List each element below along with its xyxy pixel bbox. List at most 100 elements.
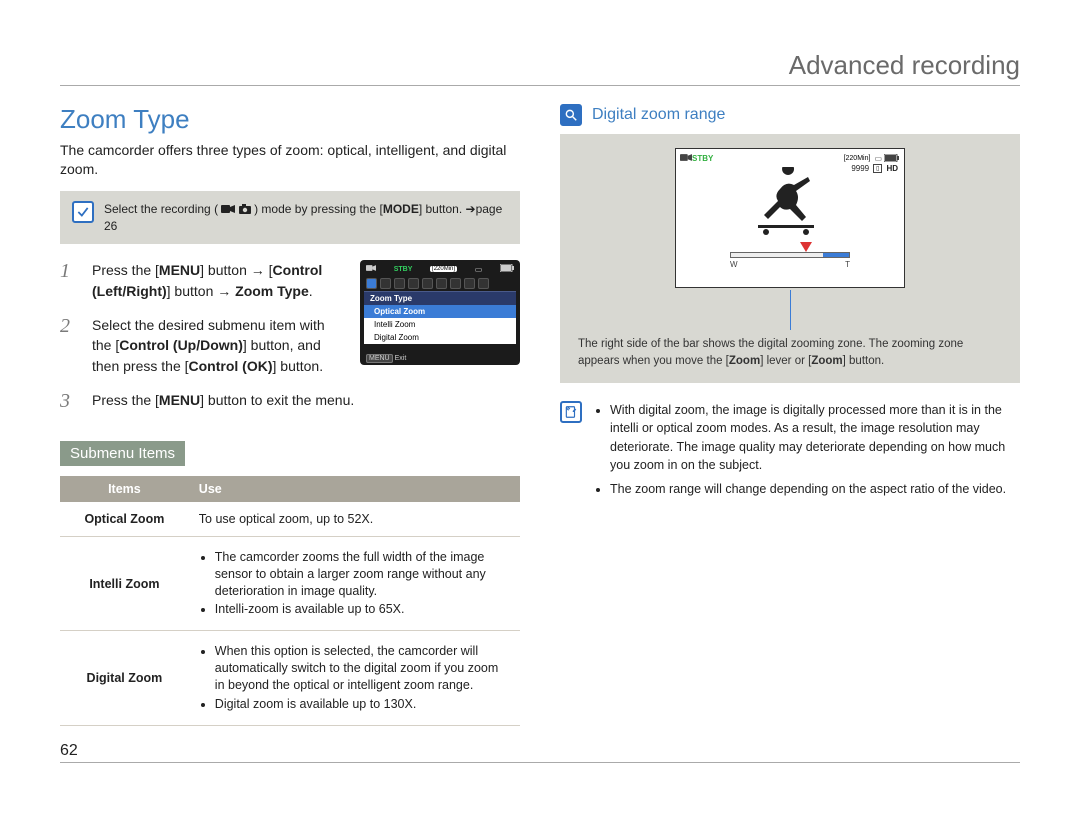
osd-stby: STBY: [394, 266, 413, 273]
two-column-layout: Zoom Type The camcorder offers three typ…: [60, 104, 1020, 726]
table-row: Optical Zoom To use optical zoom, up to …: [60, 502, 520, 537]
osd-tab-icon: [394, 278, 405, 289]
t: ] button.: [273, 358, 324, 374]
table-row: Digital Zoom When this option is selecte…: [60, 631, 520, 726]
manual-page: Advanced recording Zoom Type The camcord…: [60, 0, 1020, 763]
osd-exit-label: Exit: [395, 355, 407, 362]
t: ] button → [: [200, 262, 272, 278]
item-use: To use optical zoom, up to 52X.: [189, 502, 520, 537]
step-2: 2 Select the desired submenu item with t…: [60, 315, 344, 376]
zoom-pointer-icon: [800, 242, 812, 252]
lcd-rec-icon: [680, 153, 692, 164]
osd-screenshot: STBY [220Min] ▭: [360, 260, 520, 365]
intro-text: The camcorder offers three types of zoom…: [60, 141, 520, 179]
note-icon: [560, 401, 582, 423]
use-bullet: Digital zoom is available up to 130X.: [215, 696, 510, 713]
lcd-screen: STBY [220Min] ▭ 9999 ▯ HD: [675, 148, 905, 288]
table-header-row: Items Use: [60, 476, 520, 502]
step-1: 1 Press the [MENU] button → [Control (Le…: [60, 260, 344, 301]
osd-exit: MENUExit: [366, 355, 406, 362]
t: MENU: [159, 392, 200, 408]
use-bullet: When this option is selected, the camcor…: [215, 643, 510, 694]
osd-tab-icons: [364, 276, 516, 291]
lcd-res-icon: ▯: [873, 164, 882, 173]
osd-exit-btn: MENU: [366, 354, 393, 363]
step-text: Press the [MENU] button to exit the menu…: [92, 390, 520, 410]
submenu-table: Items Use Optical Zoom To use optical zo…: [60, 476, 520, 726]
zoom-wt-labels: W T: [730, 260, 850, 269]
lcd-battery-icon: [884, 154, 900, 164]
magnifier-icon: [560, 104, 582, 126]
item-name: Intelli Zoom: [60, 536, 189, 631]
item-name: Optical Zoom: [60, 502, 189, 537]
mode-note-box: Select the recording ( ) mode by pressin…: [60, 191, 520, 245]
t: Zoom: [729, 355, 760, 367]
submenu-heading: Submenu Items: [60, 441, 185, 466]
video-icon: [221, 202, 238, 216]
osd-menu-item: Optical Zoom: [364, 305, 516, 318]
osd-menu-item: Digital Zoom: [364, 331, 516, 344]
section-header: Advanced recording: [60, 50, 1020, 86]
step-text: Select the desired submenu item with the…: [92, 315, 344, 376]
lcd-card-icon: ▭: [874, 154, 882, 163]
col-header-use: Use: [189, 476, 520, 502]
osd-rec-icon: [366, 264, 376, 274]
t: ] button to exit the menu.: [200, 392, 354, 408]
right-heading: Digital zoom range: [592, 106, 725, 124]
right-heading-row: Digital zoom range: [560, 104, 1020, 126]
table-row: Intelli Zoom The camcorder zooms the ful…: [60, 536, 520, 631]
info-bullet: The zoom range will change depending on …: [610, 480, 1020, 498]
t: MENU: [159, 262, 200, 278]
t-label: T: [845, 260, 850, 269]
osd-card-icon: ▭: [475, 265, 483, 274]
step-number: 1: [60, 260, 78, 283]
note-mode: MODE: [383, 202, 419, 216]
osd-tab-icon: [450, 278, 461, 289]
osd-tab-icon: [366, 278, 377, 289]
left-column: Zoom Type The camcorder offers three typ…: [60, 104, 520, 726]
lcd-hd: HD: [886, 164, 898, 173]
osd-time: [220Min]: [430, 266, 457, 272]
step-3: 3 Press the [MENU] button to exit the me…: [60, 390, 520, 413]
t: Zoom: [811, 355, 842, 367]
lcd-count: 9999: [851, 164, 869, 173]
zoom-bar: W T: [730, 252, 850, 269]
use-bullet: The camcorder zooms the full width of th…: [215, 549, 510, 600]
note-seg: ) mode by pressing the [: [254, 202, 383, 216]
w-label: W: [730, 260, 738, 269]
photo-icon: [239, 202, 254, 216]
t: Press the [: [92, 262, 159, 278]
use-bullet: Intelli-zoom is available up to 65X.: [215, 601, 510, 618]
t: Press the [: [92, 392, 159, 408]
note-seg: Select the recording (: [104, 202, 221, 216]
mode-note-text: Select the recording ( ) mode by pressin…: [104, 201, 510, 235]
t: ] button.: [843, 355, 885, 367]
right-column: Digital zoom range STBY [220Min] ▭: [560, 104, 1020, 726]
osd-tab-icon: [478, 278, 489, 289]
page-footer: 62: [60, 742, 1020, 763]
skater-silhouette: [750, 167, 830, 240]
osd-menu-title: Zoom Type: [364, 291, 516, 305]
item-use: When this option is selected, the camcor…: [189, 631, 520, 726]
t: ] button →: [167, 283, 235, 299]
osd-tab-icon: [380, 278, 391, 289]
footer-rule: [60, 762, 1020, 763]
steps-and-osd: 1 Press the [MENU] button → [Control (Le…: [60, 260, 520, 389]
t: Control (Up/Down): [119, 337, 243, 353]
lcd-stby: STBY: [692, 154, 713, 163]
t: Control (OK): [189, 358, 273, 374]
check-icon: [72, 201, 94, 223]
osd-tab-icon: [422, 278, 433, 289]
step-text: Press the [MENU] button → [Control (Left…: [92, 260, 344, 301]
topic-title: Zoom Type: [60, 104, 520, 135]
osd-menu-item: Intelli Zoom: [364, 318, 516, 331]
osd-tab-icon: [408, 278, 419, 289]
item-use: The camcorder zooms the full width of th…: [189, 536, 520, 631]
t: .: [309, 283, 313, 299]
col-header-items: Items: [60, 476, 189, 502]
lcd-topbar: STBY [220Min] ▭: [680, 153, 900, 164]
osd-tab-icon: [436, 278, 447, 289]
lcd-caption: The right side of the bar shows the digi…: [578, 336, 1002, 369]
info-bullet: With digital zoom, the image is digitall…: [610, 401, 1020, 474]
step-number: 3: [60, 390, 78, 413]
